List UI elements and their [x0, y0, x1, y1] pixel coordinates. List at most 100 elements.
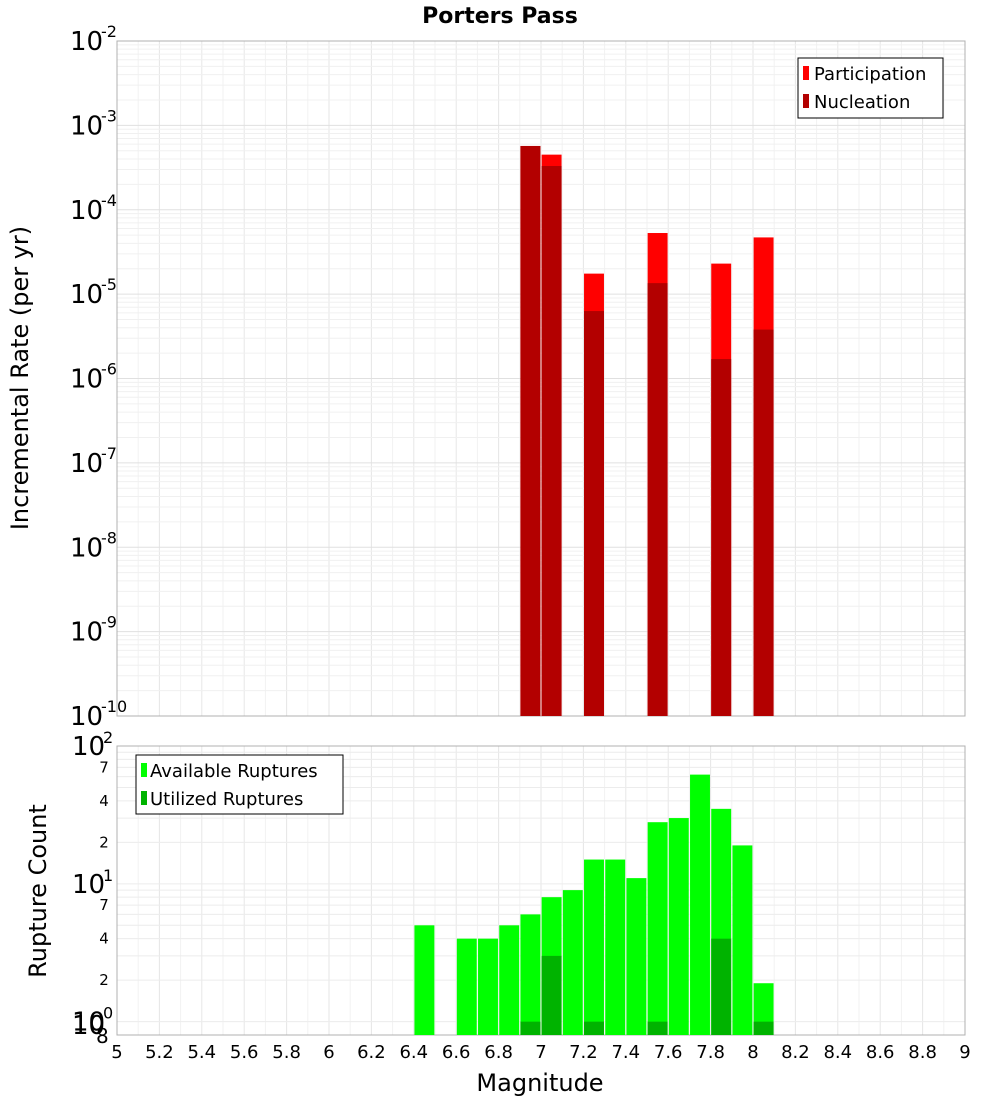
bottom-y-tick-minor: 2 — [99, 833, 109, 851]
bar-utilized-ruptures — [711, 938, 732, 1035]
bottom-y-tick-minor: 4 — [99, 930, 109, 948]
legend-swatch-utilized — [141, 791, 147, 805]
top-y-tick-base: 10 — [70, 702, 103, 732]
bar-nucleation — [584, 311, 604, 716]
x-tick-label: 8.6 — [866, 1042, 895, 1063]
legend-swatch-participation — [803, 66, 809, 80]
x-tick-label: 6.4 — [399, 1042, 428, 1063]
top-y-tick-exponent: -8 — [101, 528, 117, 547]
bottom-y-tick-base: 10 — [72, 1011, 105, 1041]
x-tick-label: 5.8 — [272, 1042, 301, 1063]
x-tick-label: 8.2 — [781, 1042, 810, 1063]
bottom-y-tick-overlap: 8 — [96, 1024, 109, 1048]
x-tick-label: 5.4 — [187, 1042, 216, 1063]
bar-available-ruptures — [626, 878, 647, 1035]
top-y-tick-exponent: -6 — [101, 360, 117, 379]
legend-label-nucleation: Nucleation — [814, 92, 910, 113]
x-tick-label: 5.6 — [230, 1042, 259, 1063]
bar-available-ruptures — [584, 859, 604, 1035]
x-tick-label: 8.8 — [908, 1042, 937, 1063]
top-y-tick: 10-9 — [70, 613, 117, 648]
top-y-tick: 10-10 — [70, 697, 127, 732]
bar-nucleation — [647, 283, 668, 716]
top-y-tick: 10-7 — [70, 444, 117, 479]
x-tick-label: 6.2 — [357, 1042, 386, 1063]
top-y-tick: 10-2 — [70, 22, 117, 57]
x-tick-label: 7 — [535, 1042, 546, 1063]
bottom-legend: Available Ruptures Utilized Ruptures — [135, 754, 344, 815]
bar-nucleation — [753, 329, 774, 716]
legend-label-participation: Participation — [814, 64, 926, 85]
legend-swatch-nucleation — [803, 94, 809, 108]
bar-utilized-ruptures — [541, 955, 562, 1035]
bar-available-ruptures — [499, 925, 520, 1035]
top-gridlines — [116, 41, 966, 717]
x-axis-label: Magnitude — [476, 1069, 603, 1097]
top-y-tick: 10-3 — [70, 106, 117, 141]
x-tick-label: 6 — [323, 1042, 334, 1063]
bottom-y-tick-minor: 2 — [99, 971, 109, 989]
bar-utilized-ruptures — [520, 1021, 541, 1035]
bar-available-ruptures — [668, 818, 689, 1035]
x-tick-label: 7.6 — [654, 1042, 683, 1063]
top-y-tick: 10-6 — [70, 360, 117, 395]
x-tick-label: 7.8 — [696, 1042, 725, 1063]
x-tick-label: 8.4 — [823, 1042, 852, 1063]
bar-nucleation — [711, 359, 732, 716]
bar-utilized-ruptures — [753, 1021, 774, 1035]
top-y-tick-exponent: -5 — [101, 275, 117, 294]
bottom-y-tick-minor: 7 — [99, 896, 109, 914]
bottom-y-tick-exponent: 0 — [103, 1004, 113, 1023]
bar-available-ruptures — [520, 914, 541, 1035]
bottom-plot-frame — [116, 745, 966, 1036]
bottom-bars — [414, 774, 774, 1035]
x-tick-label: 7.2 — [569, 1042, 598, 1063]
bottom-y-tick-bottom: 108 — [72, 1011, 109, 1048]
top-y-tick-exponent: -3 — [101, 106, 117, 125]
top-y-tick-base: 10 — [70, 365, 103, 395]
x-tick-label: 9 — [959, 1042, 970, 1063]
bar-available-ruptures — [562, 890, 583, 1035]
top-y-tick: 10-8 — [70, 528, 117, 563]
bar-available-ruptures — [605, 859, 626, 1035]
top-y-ticks: 10-210-310-410-510-610-710-810-910-10 — [70, 22, 127, 732]
bottom-x-ticks: 5 5.2 5.4 5.6 5.8 6 6.2 6.4 6.6 6.8 7 7.2 7.4 7.6 7.8 8… — [111, 1042, 970, 1063]
legend-label-available: Available Ruptures — [150, 761, 318, 782]
top-y-tick: 10-5 — [70, 275, 117, 310]
x-tick-label: 8 — [747, 1042, 758, 1063]
x-tick-label: 5 — [111, 1042, 122, 1063]
bottom-y-tick-minor: 4 — [99, 792, 109, 810]
bar-available-ruptures — [414, 925, 435, 1035]
bar-utilized-ruptures — [584, 1021, 604, 1035]
top-y-tick-exponent: -2 — [101, 22, 117, 41]
top-y-tick-exponent: -10 — [101, 697, 127, 716]
top-y-tick-base: 10 — [70, 111, 103, 141]
bottom-y-tick-major: 102 — [72, 728, 113, 762]
top-y-axis-label: Incremental Rate (per yr) — [6, 226, 34, 530]
top-plot-frame — [116, 40, 966, 717]
x-tick-label: 6.8 — [484, 1042, 513, 1063]
bottom-y-tick-base: 10 — [72, 1008, 105, 1038]
top-bars — [520, 145, 774, 717]
x-tick-label: 5.2 — [145, 1042, 174, 1063]
bar-available-ruptures — [456, 938, 477, 1035]
top-y-tick-base: 10 — [70, 196, 103, 226]
bar-available-ruptures — [732, 845, 753, 1035]
bar-available-ruptures — [690, 774, 710, 1035]
top-y-tick-base: 10 — [70, 449, 103, 479]
bottom-y-tick-base: 10 — [72, 870, 105, 900]
top-y-tick-base: 10 — [70, 280, 103, 310]
bar-utilized-ruptures — [647, 1021, 668, 1035]
top-y-tick-exponent: -9 — [101, 613, 117, 632]
bottom-y-tick-minor: 7 — [99, 758, 109, 776]
bar-nucleation — [541, 166, 562, 717]
top-legend: Participation Nucleation — [797, 57, 944, 119]
chart-title: Porters Pass — [422, 4, 578, 29]
top-y-tick-base: 10 — [70, 533, 103, 563]
top-y-tick-base: 10 — [70, 27, 103, 57]
top-y-tick-exponent: -4 — [101, 191, 117, 210]
bottom-y-tick-major: 101 — [72, 866, 113, 900]
bar-available-ruptures — [647, 822, 668, 1035]
